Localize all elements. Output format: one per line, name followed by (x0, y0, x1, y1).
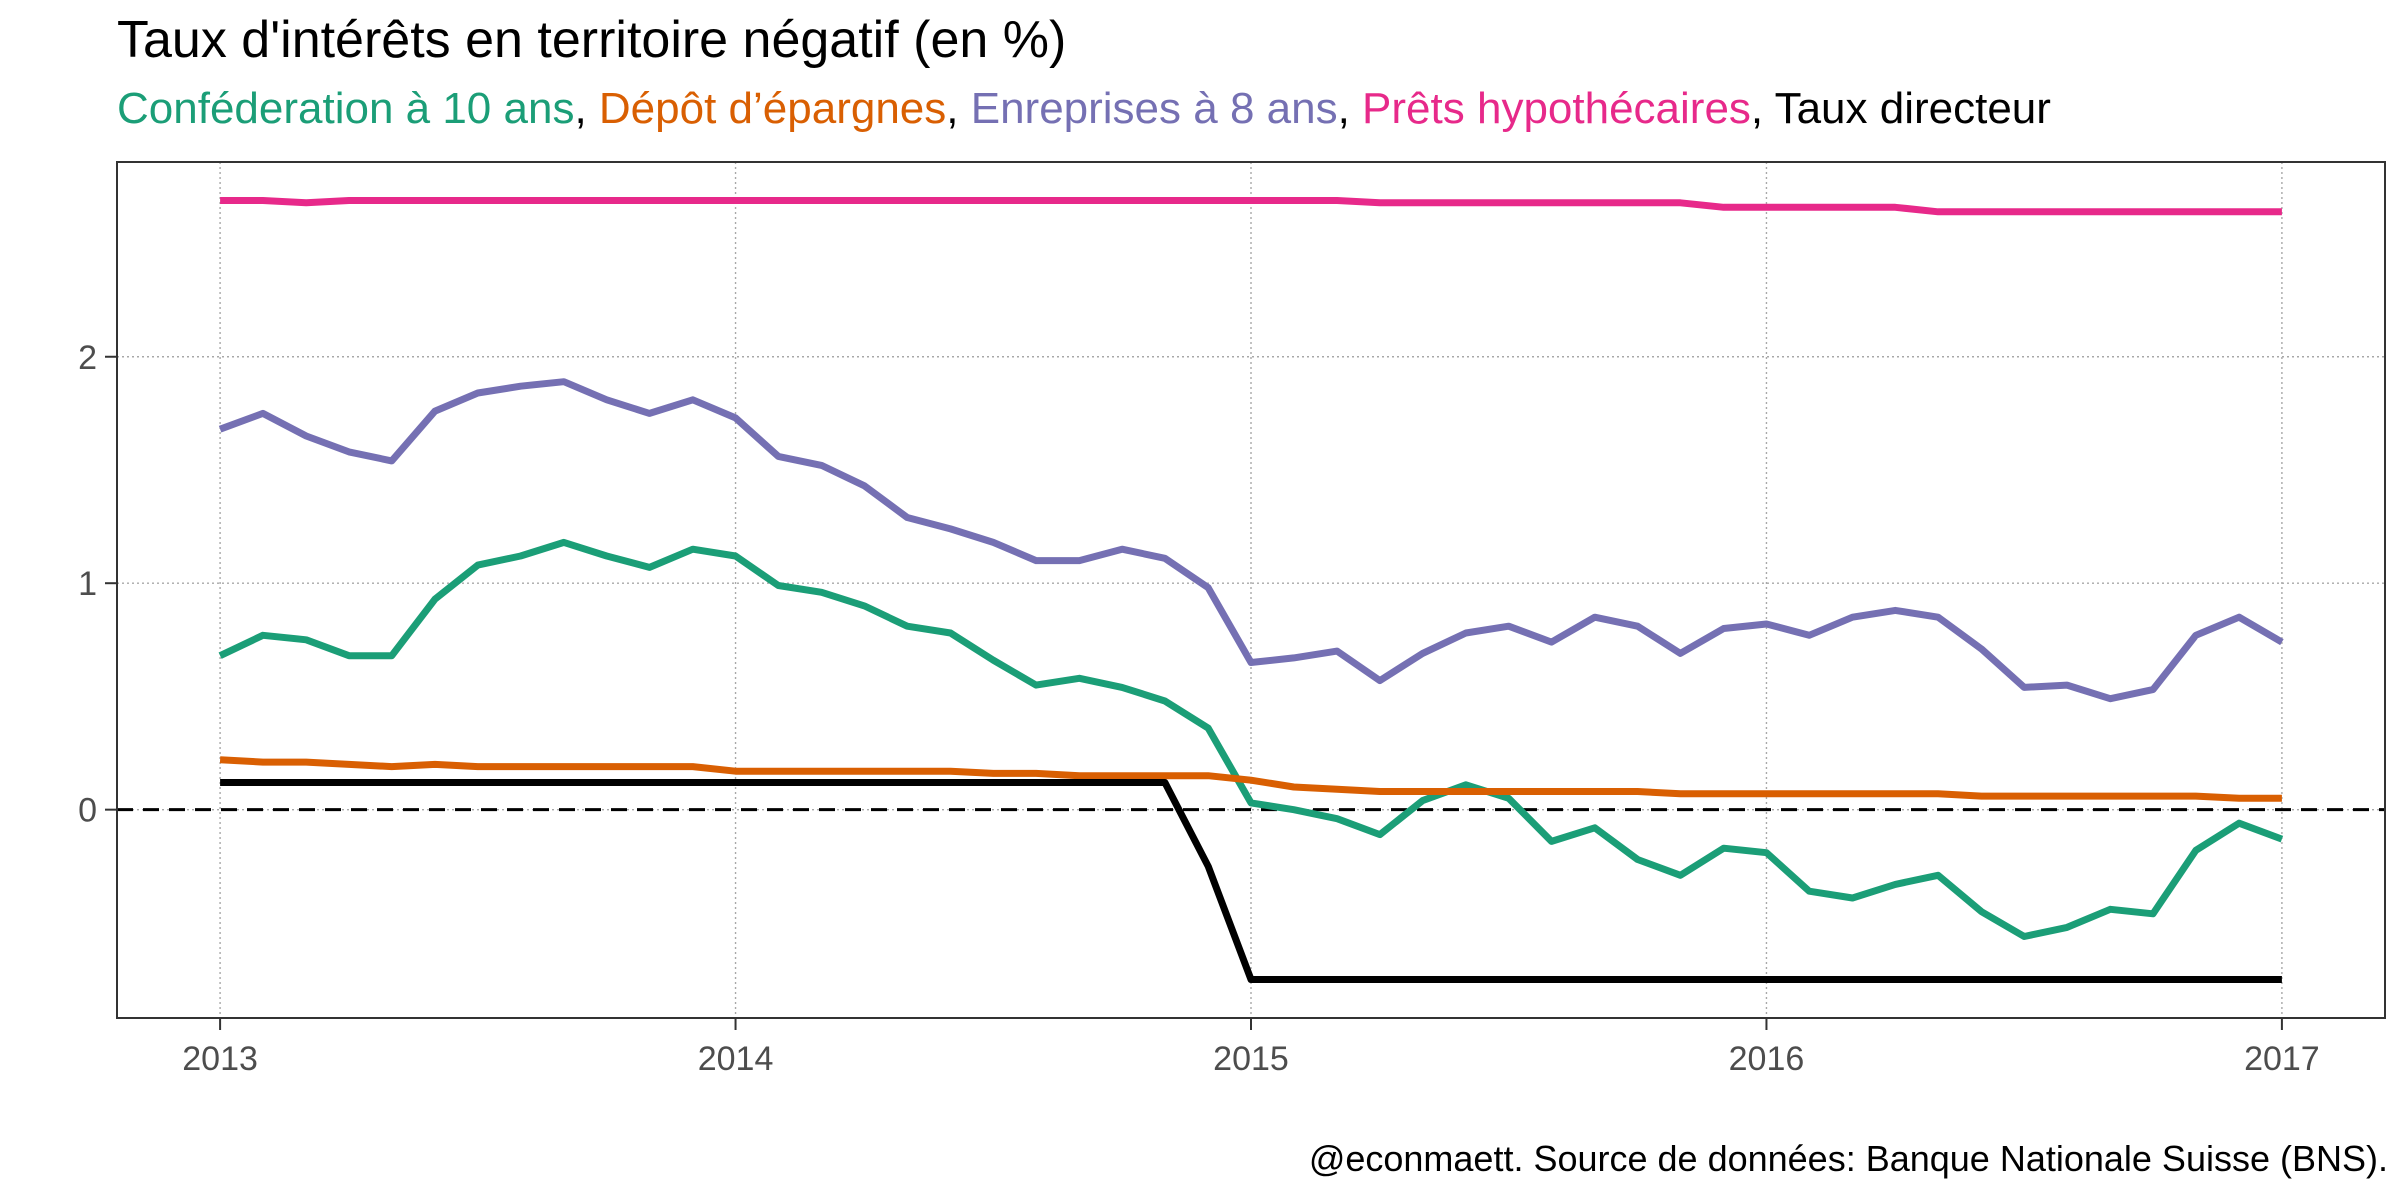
series-line (220, 197, 2282, 216)
line-chart: 2013 2014 2015 2016 2017 0 1 2 (78, 161, 2386, 1078)
chart-caption: @econmaett. Source de données: Banque Na… (1308, 1138, 2388, 1179)
series-line (218, 378, 2284, 703)
y-tick-label: 2 (78, 339, 97, 377)
legend-entry: Dépôt d’épargnes (598, 84, 947, 133)
legend-separator: , (946, 84, 971, 133)
x-tick-label: 2015 (1213, 1040, 1289, 1078)
legend-entry: Conféderation à 10 ans (117, 84, 575, 133)
series-lines (218, 197, 2284, 983)
plot-panel (117, 162, 2385, 1018)
series-line (219, 756, 2282, 802)
y-axis: 0 1 2 (78, 339, 117, 830)
x-tick-label: 2017 (2244, 1040, 2320, 1078)
legend-separator: , (574, 84, 599, 133)
legend-entry: Prêts hypothécaires (1362, 84, 1751, 133)
series-line (218, 538, 2284, 940)
legend-entry: Enreprises à 8 ans (970, 84, 1338, 133)
y-tick-label: 0 (78, 792, 97, 830)
grid-lines (117, 162, 2385, 1018)
y-tick-label: 1 (78, 565, 97, 603)
series-line (220, 779, 2282, 983)
x-axis: 2013 2014 2015 2016 2017 (182, 1018, 2320, 1078)
legend-separator: , (1750, 84, 1775, 133)
chart-title: Taux d'intérêts en territoire négatif (e… (117, 11, 1067, 69)
legend-separator: , (1337, 84, 1363, 133)
legend-entry: Taux directeur (1774, 84, 2051, 133)
x-tick-label: 2013 (182, 1040, 258, 1078)
x-tick-label: 2014 (698, 1040, 774, 1078)
x-tick-label: 2016 (1729, 1040, 1805, 1078)
chart-subtitle-legend: Conféderation à 10 ans, Dépôt d’épargnes… (117, 84, 2051, 134)
